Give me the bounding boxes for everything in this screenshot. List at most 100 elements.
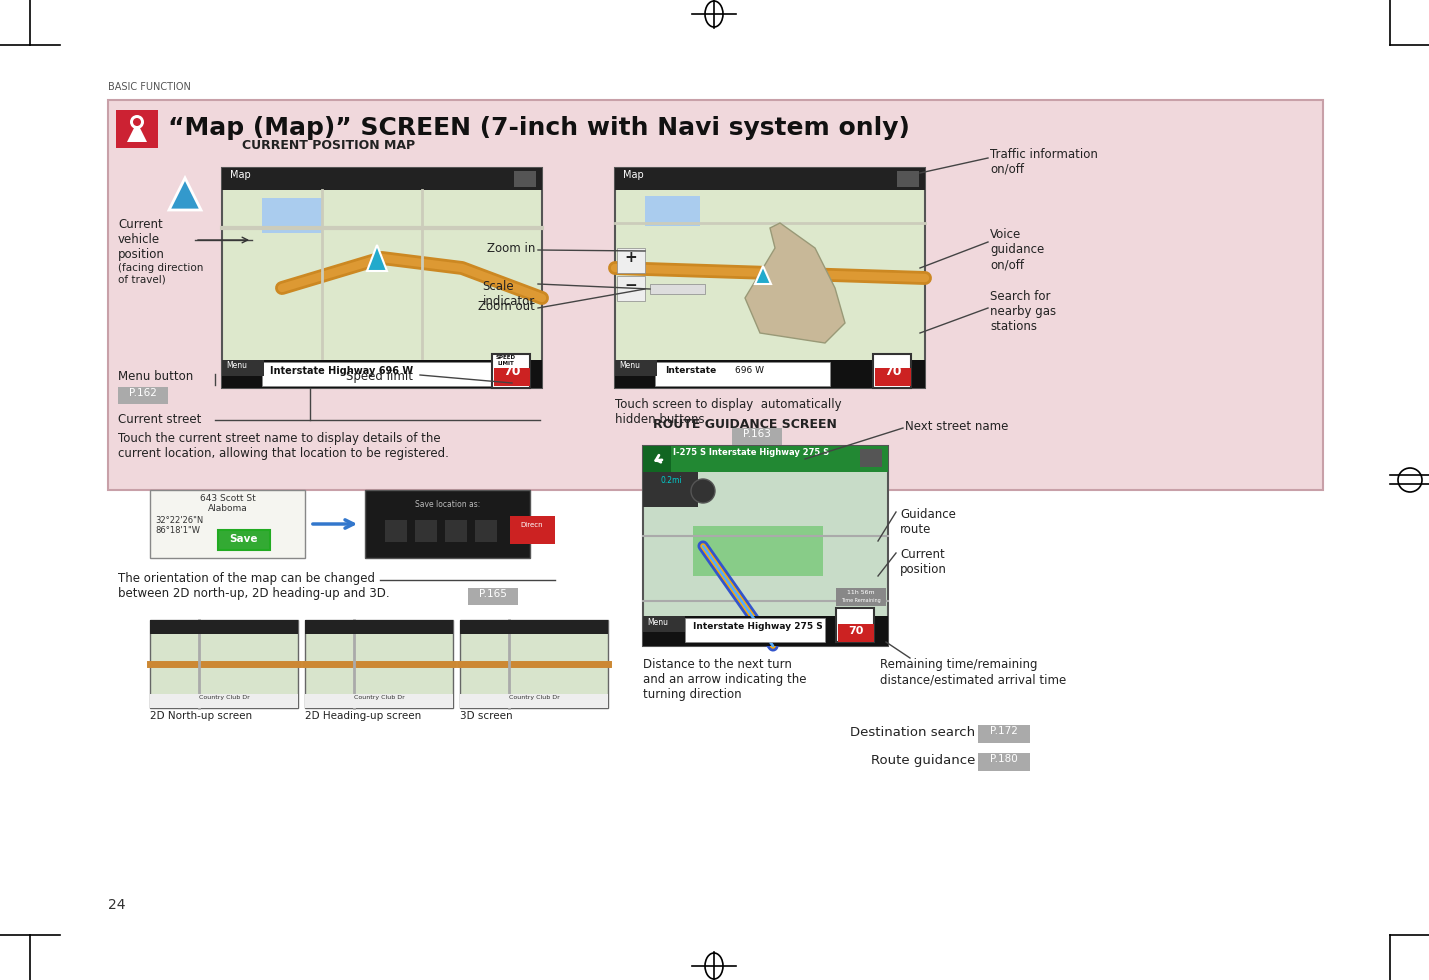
Bar	[897, 171, 919, 187]
Text: Guidance
route: Guidance route	[900, 508, 956, 536]
Text: Interstate Highway 696 W: Interstate Highway 696 W	[270, 366, 413, 376]
Text: 70: 70	[885, 365, 902, 378]
Text: Route guidance: Route guidance	[870, 754, 975, 767]
Text: The orientation of the map can be changed
between 2D north-up, 2D heading-up and: The orientation of the map can be change…	[119, 572, 390, 600]
Text: 24: 24	[109, 898, 126, 912]
Bar	[643, 446, 887, 472]
Text: P.165: P.165	[479, 589, 507, 599]
Bar	[643, 616, 684, 632]
Text: 32°22'26"N
86°18'1"W: 32°22'26"N 86°18'1"W	[154, 516, 203, 535]
Bar	[221, 168, 542, 388]
Bar	[474, 520, 497, 542]
Polygon shape	[127, 122, 147, 142]
Bar	[444, 520, 467, 542]
Text: Map: Map	[623, 170, 643, 180]
Polygon shape	[745, 223, 845, 343]
Bar	[414, 520, 437, 542]
Text: SPEED
LIMIT: SPEED LIMIT	[496, 355, 516, 366]
Bar	[304, 620, 453, 634]
Text: 2D Heading-up screen: 2D Heading-up screen	[304, 711, 422, 721]
Text: Search for
nearby gas
stations: Search for nearby gas stations	[990, 290, 1056, 333]
Text: Touch screen to display  automatically
hidden buttons.: Touch screen to display automatically hi…	[614, 398, 842, 426]
Text: Zoom in: Zoom in	[487, 241, 534, 255]
Bar	[614, 168, 925, 388]
Text: Remaining time/remaining
distance/estimated arrival time: Remaining time/remaining distance/estima…	[880, 658, 1066, 686]
Bar	[460, 620, 607, 708]
Bar	[492, 354, 530, 388]
Bar	[977, 725, 1030, 743]
Text: −: −	[624, 278, 637, 293]
Text: I-275 S Interstate Highway 275 S: I-275 S Interstate Highway 275 S	[673, 448, 829, 457]
Text: P.163: P.163	[743, 429, 770, 439]
Text: Current street: Current street	[119, 413, 201, 426]
Text: Menu: Menu	[619, 361, 640, 370]
Text: BASIC FUNCTION: BASIC FUNCTION	[109, 82, 191, 92]
Text: Menu: Menu	[226, 361, 247, 370]
Bar	[119, 387, 169, 404]
Bar	[837, 624, 875, 642]
Text: 643 Scott St
Alaboma: 643 Scott St Alaboma	[200, 494, 256, 514]
Bar	[364, 490, 530, 558]
Text: “Map (Map)” SCREEN (7-inch with Navi system only): “Map (Map)” SCREEN (7-inch with Navi sys…	[169, 116, 910, 140]
Bar	[262, 362, 492, 386]
Text: Zoom out: Zoom out	[479, 300, 534, 313]
Circle shape	[133, 118, 141, 126]
Text: 11h 56m: 11h 56m	[847, 590, 875, 595]
Bar	[384, 520, 407, 542]
Text: Touch the current street name to display details of the
current location, allowi: Touch the current street name to display…	[119, 432, 449, 460]
Bar	[684, 618, 825, 642]
Bar	[977, 753, 1030, 771]
Bar	[643, 446, 887, 646]
Bar	[150, 490, 304, 558]
Bar	[643, 446, 672, 472]
Text: P.180: P.180	[990, 754, 1017, 764]
Text: Current
position: Current position	[900, 548, 947, 576]
Text: +: +	[624, 250, 637, 265]
Text: Next street name: Next street name	[905, 420, 1009, 433]
Text: 3D screen: 3D screen	[460, 711, 513, 721]
Polygon shape	[367, 245, 387, 271]
Text: 70: 70	[849, 626, 863, 636]
Bar	[262, 198, 322, 233]
Text: Menu: Menu	[647, 618, 667, 627]
Bar	[150, 620, 299, 708]
Text: Save: Save	[230, 534, 259, 544]
Bar	[650, 284, 704, 294]
Bar	[654, 362, 830, 386]
Bar	[836, 588, 886, 606]
Bar	[643, 616, 887, 646]
Bar	[514, 171, 536, 187]
Bar	[221, 168, 542, 190]
Text: 2D North-up screen: 2D North-up screen	[150, 711, 252, 721]
Circle shape	[692, 479, 714, 503]
Text: Time Remaining: Time Remaining	[842, 598, 880, 603]
Text: P.172: P.172	[990, 726, 1017, 736]
Bar	[221, 360, 542, 388]
Bar	[150, 694, 299, 708]
Bar	[617, 276, 644, 301]
Text: Voice
guidance
on/off: Voice guidance on/off	[990, 228, 1045, 271]
Bar	[617, 248, 644, 273]
Text: Country Club Dr: Country Club Dr	[509, 695, 559, 700]
Text: Interstate Highway 275 S: Interstate Highway 275 S	[693, 622, 823, 631]
Text: Country Club Dr: Country Club Dr	[353, 695, 404, 700]
Text: Distance to the next turn
and an arrow indicating the
turning direction: Distance to the next turn and an arrow i…	[643, 658, 806, 701]
Bar	[494, 368, 530, 386]
Bar	[644, 196, 700, 226]
Text: Country Club Dr: Country Club Dr	[199, 695, 250, 700]
Bar	[304, 620, 453, 708]
Text: ROUTE GUIDANCE SCREEN: ROUTE GUIDANCE SCREEN	[653, 418, 837, 431]
Bar	[614, 168, 925, 190]
Text: CURRENT POSITION MAP: CURRENT POSITION MAP	[242, 139, 416, 152]
Text: Speed limit: Speed limit	[346, 370, 413, 383]
Polygon shape	[169, 178, 201, 210]
Bar	[460, 694, 607, 708]
Bar	[510, 516, 554, 544]
Bar	[643, 472, 697, 507]
Bar	[860, 449, 882, 467]
Circle shape	[130, 115, 144, 129]
Bar	[732, 428, 782, 445]
Text: 0.2mi: 0.2mi	[660, 476, 682, 485]
Bar	[469, 588, 517, 605]
Bar	[460, 620, 607, 634]
